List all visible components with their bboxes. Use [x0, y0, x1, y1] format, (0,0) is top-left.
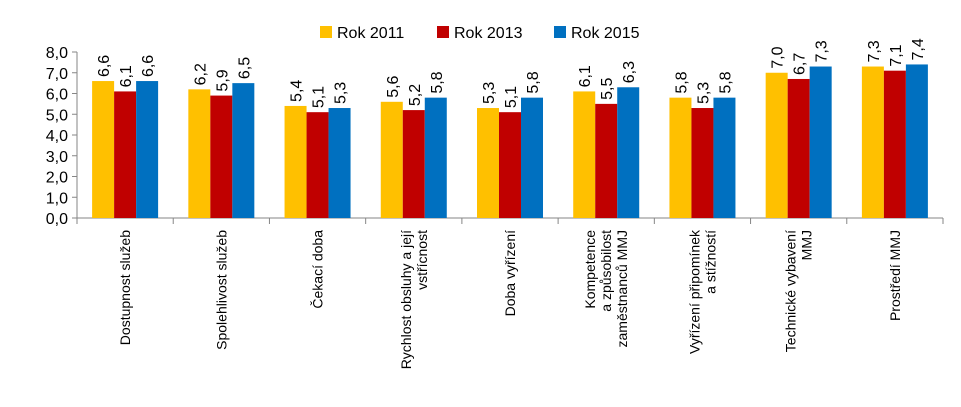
- legend-label: Rok 2011: [337, 25, 404, 42]
- data-label: 5,8: [525, 71, 542, 93]
- legend-swatch: [437, 26, 449, 38]
- legend-swatch: [320, 26, 332, 38]
- bar: [477, 108, 499, 218]
- data-label: 5,5: [599, 78, 616, 100]
- category-label: Doba vyřízení: [502, 230, 518, 316]
- bar: [713, 97, 736, 218]
- data-label: 6,6: [96, 55, 113, 77]
- data-label: 6,1: [118, 65, 135, 87]
- bar: [787, 78, 810, 218]
- data-label: 5,3: [481, 82, 498, 104]
- bar: [499, 112, 521, 218]
- y-tick-label: 5,0: [46, 107, 68, 124]
- bar: [402, 110, 425, 218]
- bar: [595, 103, 618, 218]
- category-label: Spolehlivost služeb: [213, 230, 229, 350]
- data-label: 6,2: [192, 63, 209, 85]
- category-label: MMJ: [799, 230, 815, 260]
- data-label: 5,8: [717, 71, 734, 93]
- bar: [424, 97, 447, 218]
- legend-swatch: [554, 26, 566, 38]
- data-label: 5,3: [333, 82, 350, 104]
- bar: [210, 95, 233, 218]
- data-label: 6,3: [621, 61, 638, 83]
- bar: [765, 72, 788, 218]
- bar: [92, 81, 115, 218]
- y-tick-label: 0,0: [46, 211, 68, 228]
- data-label: 6,5: [236, 57, 253, 79]
- bar: [669, 97, 692, 218]
- category-label: Vyřízení připomínek: [686, 229, 702, 354]
- category-label: zaměstnanců MMJ: [614, 230, 630, 347]
- data-label: 6,6: [140, 55, 157, 77]
- bar: [328, 108, 351, 218]
- data-label: 5,4: [289, 80, 306, 102]
- y-tick-label: 4,0: [46, 128, 68, 145]
- data-label: 5,3: [695, 82, 712, 104]
- y-tick-label: 8,0: [46, 45, 68, 62]
- data-label: 7,0: [770, 46, 787, 68]
- y-tick-label: 2,0: [46, 170, 68, 187]
- bar: [883, 70, 906, 218]
- category-label: Prostředí MMJ: [887, 230, 903, 321]
- bar: [188, 89, 211, 218]
- bar: [284, 105, 307, 218]
- category-label: Rychlost obsluhy a její: [398, 230, 414, 369]
- data-label: 6,7: [792, 53, 809, 75]
- category-label: Dostupnost služeb: [117, 230, 133, 345]
- data-label: 7,1: [888, 44, 905, 66]
- category-label: Technické vybavení: [783, 230, 799, 352]
- y-tick-label: 3,0: [46, 149, 68, 166]
- category-label: a stížností: [702, 230, 718, 294]
- bar: [617, 87, 640, 219]
- bar: [114, 91, 137, 218]
- bar: [905, 64, 928, 218]
- data-label: 7,3: [814, 40, 831, 62]
- data-label: 7,4: [910, 38, 927, 60]
- category-label: a způsobilost: [598, 230, 614, 312]
- bar: [573, 91, 596, 218]
- data-label: 5,2: [407, 84, 424, 106]
- data-label: 5,9: [214, 69, 231, 91]
- data-label: 7,3: [866, 40, 883, 62]
- bar: [691, 108, 714, 218]
- data-label: 5,6: [385, 75, 402, 97]
- data-label: 6,1: [577, 65, 594, 87]
- category-label: Kompetence: [582, 230, 598, 309]
- bar: [809, 66, 832, 219]
- bar: [521, 97, 543, 218]
- data-label: 5,1: [503, 86, 520, 108]
- data-label: 5,8: [429, 71, 446, 93]
- bar: [306, 112, 329, 218]
- bar: [861, 66, 884, 219]
- legend-label: Rok 2015: [571, 25, 640, 42]
- bar: [136, 81, 159, 218]
- data-label: 5,1: [311, 86, 328, 108]
- category-label: vstřícnost: [414, 230, 430, 290]
- bar: [380, 101, 403, 218]
- category-label: Čekací doba: [310, 230, 326, 309]
- y-tick-label: 7,0: [46, 66, 68, 83]
- y-tick-label: 1,0: [46, 190, 68, 207]
- legend-label: Rok 2013: [454, 25, 523, 42]
- bar: [232, 83, 255, 218]
- data-label: 5,8: [673, 71, 690, 93]
- y-tick-label: 6,0: [46, 87, 68, 104]
